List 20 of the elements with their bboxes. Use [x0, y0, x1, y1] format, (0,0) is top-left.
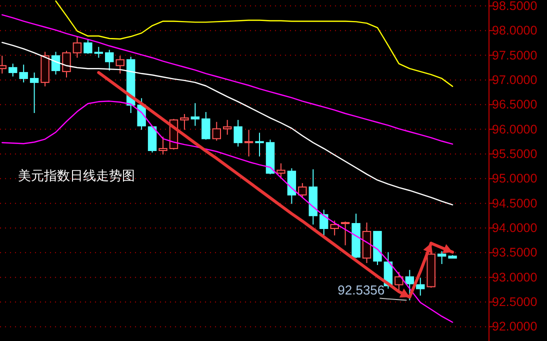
line-series [2, 42, 454, 206]
y-tick-label: 97.5000 [492, 48, 538, 62]
line-series [55, 0, 454, 87]
line-series [2, 100, 454, 323]
text: 美元指数日线走势图 [18, 168, 135, 184]
y-tick-label: 98.0000 [492, 24, 538, 38]
y-tick-label: 95.5000 [492, 146, 538, 161]
line-series [2, 14, 454, 145]
y-tick-label: 96.0000 [492, 122, 538, 136]
y-tick-label: 97.0000 [492, 72, 538, 87]
y-tick-label: 92.0000 [492, 320, 538, 334]
y-tick-label: 94.5000 [492, 196, 538, 210]
y-tick-label: 95.0000 [492, 172, 538, 186]
y-tick-label: 98.5000 [492, 0, 538, 13]
y-tick-label: 93.5000 [492, 246, 538, 260]
annotation: 92.5356 [338, 282, 385, 298]
y-tick-label: 94.0000 [492, 220, 538, 235]
y-tick-label: 96.5000 [492, 98, 538, 112]
y-tick-label: 93.0000 [492, 270, 538, 284]
y-tick-label: 92.5000 [492, 295, 538, 310]
